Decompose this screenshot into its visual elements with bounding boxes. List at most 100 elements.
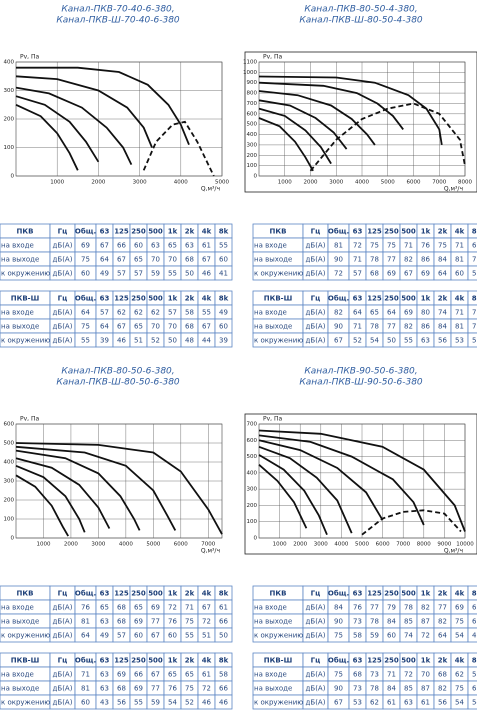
table-cell xyxy=(214,265,233,281)
table-header: Общ. xyxy=(328,295,349,303)
table-value: 69 xyxy=(134,618,143,626)
table-value: 67 xyxy=(404,270,413,278)
table-value: 55 xyxy=(134,699,143,707)
table-value: 70 xyxy=(151,323,160,331)
limit-curve xyxy=(142,120,215,177)
table-value: 59 xyxy=(370,632,379,640)
table-value: 81 xyxy=(334,242,343,250)
table-value: 77 xyxy=(370,604,379,612)
table-value: 69 xyxy=(134,685,143,693)
table-header: ПКВ-Ш xyxy=(11,295,39,303)
x-tick-label: 3000 xyxy=(133,180,147,186)
table-value: 72 xyxy=(334,270,343,278)
table-value: 65 xyxy=(185,671,194,679)
table-header: 250 xyxy=(384,295,399,303)
table-value: 67 xyxy=(202,323,211,331)
y-tick-label: 200 xyxy=(247,153,258,159)
y-tick-label: 500 xyxy=(4,441,15,447)
table-header: 500 xyxy=(148,590,163,598)
table-value: 58 xyxy=(219,671,228,679)
table-value: 87 xyxy=(421,685,430,693)
table-header: 8k xyxy=(219,657,229,665)
y-tick-label: 100 xyxy=(4,145,15,151)
table-value: дБ(А) xyxy=(306,270,326,278)
table-value: 75 xyxy=(81,256,90,264)
table-value: на входе xyxy=(254,242,287,250)
table-value: на входе xyxy=(254,309,287,317)
y-tick-label: 600 xyxy=(4,422,15,428)
table-value: 64 xyxy=(81,309,90,317)
table-header: 500 xyxy=(401,590,416,598)
table-header: 2k xyxy=(438,295,448,303)
table-header: ПКВ xyxy=(270,228,287,236)
table-header: Общ. xyxy=(75,228,96,236)
table-value: 76 xyxy=(421,242,430,250)
table-value: дБ(А) xyxy=(53,671,73,679)
table-value: 54 xyxy=(455,699,464,707)
table-value: дБ(А) xyxy=(53,256,73,264)
table-value: 64 xyxy=(387,309,396,317)
table-value: на входе xyxy=(1,671,34,679)
table-header: 1k xyxy=(421,295,431,303)
y-tick-label: 400 xyxy=(4,460,15,466)
table-value: 58 xyxy=(185,309,194,317)
table-value: 63 xyxy=(185,242,194,250)
table-value: 64 xyxy=(438,632,447,640)
x-tick-label: 3000 xyxy=(329,180,343,186)
table-header: 8k xyxy=(472,657,477,665)
fan-curve xyxy=(258,464,308,529)
table-header: 125 xyxy=(367,657,382,665)
y-axis-label: Pv, Па xyxy=(20,54,39,61)
table-value: 66 xyxy=(219,685,228,693)
table-value: 74 xyxy=(404,632,413,640)
table-value: дБ(А) xyxy=(53,618,73,626)
table-value: 64 xyxy=(100,256,109,264)
y-tick-label: 500 xyxy=(247,122,258,128)
table-value: 67 xyxy=(202,604,211,612)
y-tick-label: 300 xyxy=(247,142,258,148)
table-header: 1k xyxy=(168,657,178,665)
table-value: 68 xyxy=(353,671,362,679)
table-value: 46 xyxy=(117,337,126,345)
table-value: 60 xyxy=(168,632,177,640)
table-value: 82 xyxy=(438,685,447,693)
table-value: 55 xyxy=(202,309,211,317)
fan-curve xyxy=(16,66,190,146)
chart-frame xyxy=(244,51,477,193)
y-tick-label: 400 xyxy=(247,470,258,476)
table-value: 61 xyxy=(387,699,396,707)
table-value: 54 xyxy=(455,632,464,640)
table-value: 57 xyxy=(353,270,362,278)
table-value: 85 xyxy=(404,618,413,626)
table-value: 75 xyxy=(81,323,90,331)
x-tick-label: 6000 xyxy=(376,542,390,548)
table-value: 68 xyxy=(117,618,126,626)
x-tick-label: 2000 xyxy=(293,542,307,548)
table-value: 57 xyxy=(117,270,126,278)
x-tick-label: 7000 xyxy=(201,542,215,548)
panel: Канал-ПКВ-80-50-6-380,Канал-ПКВ-Ш-80-50-… xyxy=(0,367,233,710)
table-value: к окружению xyxy=(254,699,303,707)
table-header: 250 xyxy=(384,590,399,598)
table-header: Гц xyxy=(58,228,68,236)
table-value: 49 xyxy=(219,309,228,317)
table-value: 84 xyxy=(334,604,343,612)
x-tick-label: 5000 xyxy=(381,180,395,186)
table-header: ПКВ-Ш xyxy=(264,295,292,303)
table-value: 60 xyxy=(134,242,143,250)
table-value: 53 xyxy=(472,337,477,345)
table-value: 57 xyxy=(134,270,143,278)
table-value: дБ(А) xyxy=(306,604,326,612)
x-tick-label: 7000 xyxy=(432,180,446,186)
table-value: 50 xyxy=(219,632,228,640)
table-value: 63 xyxy=(100,685,109,693)
fan-curve xyxy=(258,439,384,521)
table-value: 46 xyxy=(202,270,211,278)
table-value: 80 xyxy=(421,309,430,317)
table-value: 63 xyxy=(404,699,413,707)
table-header: Общ. xyxy=(328,228,349,236)
x-tick-label: 1000 xyxy=(273,542,287,548)
table-value: 68 xyxy=(117,604,126,612)
table-header: 63 xyxy=(100,295,110,303)
